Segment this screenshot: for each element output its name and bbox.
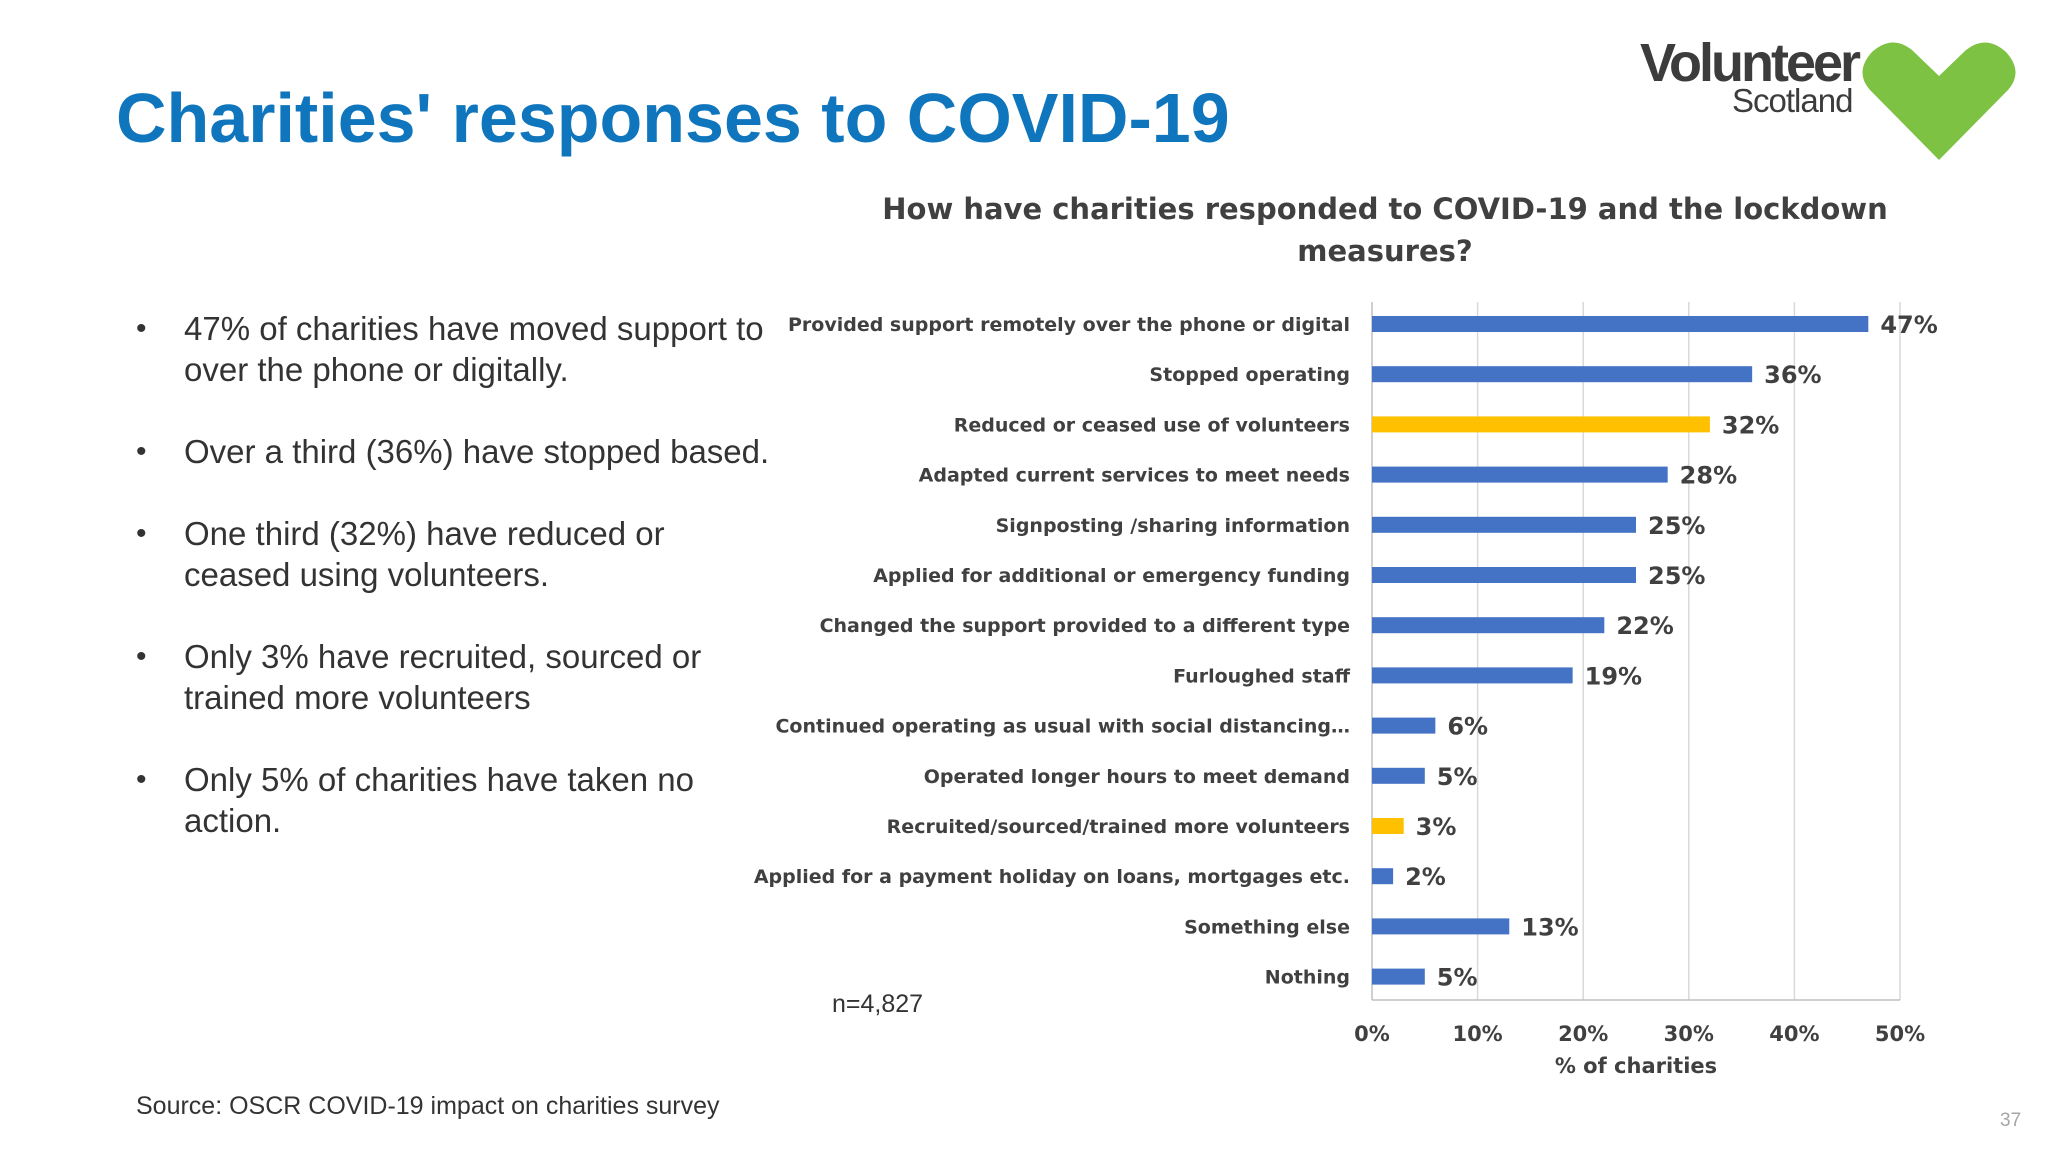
bullet-text: 47% of charities have moved support to o… xyxy=(184,310,764,388)
category-label: Stopped operating xyxy=(1149,364,1350,386)
bullet-item: • One third (32%) have reduced or ceased … xyxy=(130,513,770,595)
x-axis-ticks: 0% 10% 20% 30% 40% 50% xyxy=(1354,1022,1925,1046)
value-label: 22% xyxy=(1616,612,1673,640)
bar xyxy=(1372,667,1573,684)
bullet-text: Only 5% of charities have taken no actio… xyxy=(184,761,694,839)
x-tick-label: 40% xyxy=(1769,1022,1819,1046)
value-label: 6% xyxy=(1447,713,1488,741)
value-label: 19% xyxy=(1585,662,1642,690)
category-label: Applied for additional or emergency fund… xyxy=(873,565,1350,587)
bullet-dot: • xyxy=(136,517,147,550)
bullet-item: • Over a third (36%) have stopped based. xyxy=(130,431,770,472)
bullet-item: • Only 5% of charities have taken no acti… xyxy=(130,759,770,841)
x-tick-label: 20% xyxy=(1558,1022,1608,1046)
category-label: Nothing xyxy=(1265,967,1350,989)
bar xyxy=(1372,416,1710,433)
bullet-dot: • xyxy=(136,640,147,673)
bar xyxy=(1372,968,1425,985)
value-label: 25% xyxy=(1648,512,1705,540)
bullet-item: • 47% of charities have moved support to … xyxy=(130,308,770,390)
heart-icon xyxy=(1862,42,2016,160)
bullet-text: One third (32%) have reduced or ceased u… xyxy=(184,515,665,593)
value-labels: 47% 36% 32% 28% 25% 25% 22% 19% 6% 5% 3% 2% 13% 5% xyxy=(1405,311,1938,992)
category-label: Changed the support provided to a differ… xyxy=(820,615,1350,637)
x-tick-label: 0% xyxy=(1354,1022,1390,1046)
bars xyxy=(1372,316,1869,985)
bar xyxy=(1372,316,1869,332)
category-label: Recruited/sourced/trained more volunteer… xyxy=(887,816,1350,838)
x-tick-label: 50% xyxy=(1875,1022,1925,1046)
bar xyxy=(1372,516,1636,533)
value-label: 5% xyxy=(1437,964,1478,992)
value-label: 2% xyxy=(1405,863,1446,891)
value-label: 3% xyxy=(1416,813,1457,841)
bullet-item: • Only 3% have recruited, sourced or trai… xyxy=(130,636,770,718)
bullet-dot: • xyxy=(136,312,147,345)
value-label: 13% xyxy=(1521,913,1578,941)
sample-size-note: n=4,827 xyxy=(832,990,924,1018)
bar xyxy=(1372,366,1753,383)
bullet-dot: • xyxy=(136,763,147,796)
category-label: Adapted current services to meet needs xyxy=(919,465,1350,487)
logo-word-main: Volunteer xyxy=(1640,33,1861,93)
value-label: 32% xyxy=(1722,411,1779,439)
category-label: Furloughed staff xyxy=(1173,665,1350,687)
category-label: Operated longer hours to meet demand xyxy=(924,766,1350,788)
category-label: Applied for a payment holiday on loans, … xyxy=(754,866,1350,888)
category-label: Provided support remotely over the phone… xyxy=(788,314,1350,336)
value-label: 25% xyxy=(1648,562,1705,590)
source-note: Source: OSCR COVID-19 impact on charitie… xyxy=(136,1092,720,1120)
volunteer-scotland-logo: Volunteer Scotland xyxy=(1630,30,2030,165)
bullet-dot: • xyxy=(136,435,147,468)
x-tick-label: 10% xyxy=(1452,1022,1502,1046)
bullet-list: • 47% of charities have moved support to … xyxy=(130,308,770,882)
value-label: 28% xyxy=(1680,462,1737,490)
bar xyxy=(1372,918,1510,935)
slide-title: Charities' responses to COVID-19 xyxy=(116,79,1230,157)
category-label: Reduced or ceased use of volunteers xyxy=(954,414,1350,436)
logo-word-sub: Scotland xyxy=(1732,82,1853,119)
category-label: Signposting /sharing information xyxy=(996,515,1350,537)
bar xyxy=(1372,567,1636,583)
value-label: 5% xyxy=(1437,763,1478,791)
bar xyxy=(1372,617,1605,634)
category-labels: Provided support remotely over the phone… xyxy=(754,314,1351,989)
gridlines xyxy=(1371,302,1901,1001)
bar xyxy=(1372,717,1436,734)
category-label: Something else xyxy=(1184,916,1350,938)
value-label: 36% xyxy=(1764,361,1821,389)
page-number: 37 xyxy=(2000,1110,2022,1131)
bullet-text: Only 3% have recruited, sourced or train… xyxy=(184,638,702,716)
bar xyxy=(1372,466,1668,483)
x-axis-label: % of charities xyxy=(1555,1054,1717,1078)
chart-title: How have charities responded to COVID-19… xyxy=(882,192,1888,268)
bar xyxy=(1372,818,1404,834)
x-tick-label: 30% xyxy=(1664,1022,1714,1046)
bar xyxy=(1372,767,1425,784)
bar xyxy=(1372,868,1394,885)
category-label: Continued operating as usual with social… xyxy=(775,716,1350,738)
value-label: 47% xyxy=(1880,311,1937,339)
bullet-text: Over a third (36%) have stopped based. xyxy=(184,433,770,470)
